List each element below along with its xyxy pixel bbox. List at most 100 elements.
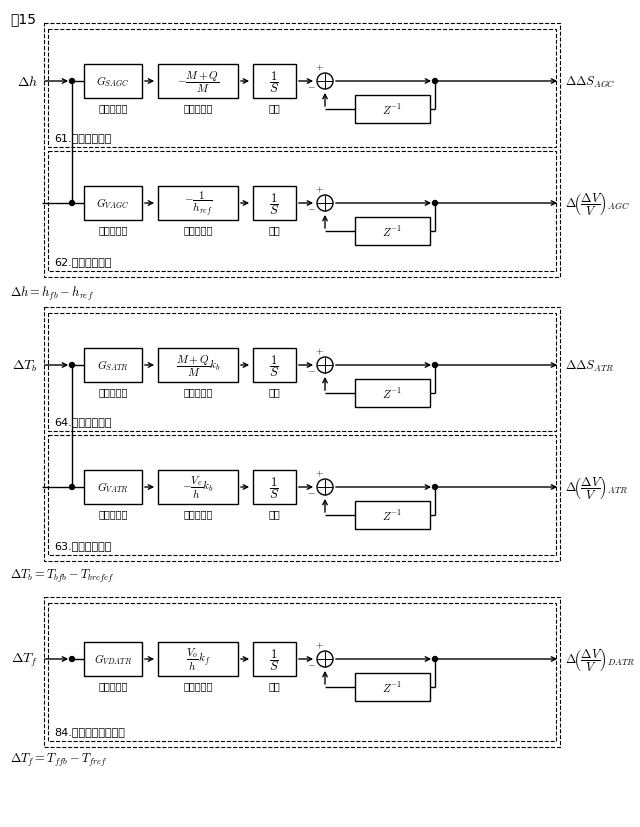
Circle shape: [433, 79, 438, 84]
Text: 61.圧下板厚制御: 61.圧下板厚制御: [54, 133, 111, 143]
Bar: [84, 643, 142, 676]
Bar: [355, 501, 430, 529]
Text: 変換ゲイン: 変換ゲイン: [183, 509, 212, 519]
Bar: [158, 187, 238, 221]
Text: $\Delta\!\left(\dfrac{\Delta V}{V}\right)_{AGC}$: $\Delta\!\left(\dfrac{\Delta V}{V}\right…: [565, 190, 630, 218]
Bar: [84, 187, 142, 221]
Text: 調整ゲイン: 調整ゲイン: [99, 680, 128, 691]
Text: $\Delta T_f$: $\Delta T_f$: [11, 651, 38, 668]
Text: $+$: $+$: [316, 184, 324, 195]
Text: 調整ゲイン: 調整ゲイン: [99, 103, 128, 112]
Text: $-\dfrac{1}{h_{ref}}$: $-\dfrac{1}{h_{ref}}$: [184, 189, 212, 218]
Circle shape: [70, 363, 74, 368]
Bar: [48, 30, 556, 148]
Text: 変換ゲイン: 変換ゲイン: [183, 225, 212, 235]
Text: $\dfrac{1}{S}$: $\dfrac{1}{S}$: [269, 352, 280, 379]
Bar: [158, 348, 238, 383]
Text: $\Delta T_b$: $\Delta T_b$: [12, 358, 38, 373]
Text: $\dfrac{M+Q}{M}k_b$: $\dfrac{M+Q}{M}k_b$: [176, 353, 220, 378]
Bar: [355, 380, 430, 408]
Bar: [355, 96, 430, 124]
Text: 84.速度出側張力制御: 84.速度出側張力制御: [54, 726, 125, 736]
Text: $\Delta\Delta S_{ATR}$: $\Delta\Delta S_{ATR}$: [565, 358, 614, 373]
Bar: [253, 471, 296, 504]
Text: $Z^{-1}$: $Z^{-1}$: [382, 103, 403, 117]
Text: 変換ゲイン: 変換ゲイン: [183, 103, 212, 112]
Text: 変換ゲイン: 変換ゲイン: [183, 386, 212, 396]
Text: $Z^{-1}$: $Z^{-1}$: [382, 508, 403, 523]
Text: $+$: $+$: [316, 640, 324, 650]
Bar: [253, 643, 296, 676]
Bar: [44, 308, 560, 562]
Text: $G_{VAGC}$: $G_{VAGC}$: [97, 196, 129, 211]
Text: 64.圧下張力制御: 64.圧下張力制御: [54, 417, 111, 427]
Bar: [84, 348, 142, 383]
Text: 調整ゲイン: 調整ゲイン: [99, 509, 128, 519]
Circle shape: [433, 485, 438, 490]
Text: $\Delta\!\left(\dfrac{\Delta V}{V}\right)_{DATR}$: $\Delta\!\left(\dfrac{\Delta V}{V}\right…: [565, 646, 635, 672]
Text: 積分: 積分: [269, 509, 280, 519]
Circle shape: [433, 201, 438, 206]
Bar: [158, 643, 238, 676]
Text: $-$: $-$: [307, 657, 316, 667]
Text: $\dfrac{V_o}{h}k_f$: $\dfrac{V_o}{h}k_f$: [186, 646, 210, 672]
Text: $G_{SATR}$: $G_{SATR}$: [97, 358, 129, 373]
Circle shape: [70, 657, 74, 662]
Bar: [355, 218, 430, 246]
Text: $\Delta\!\left(\dfrac{\Delta V}{V}\right)_{ATR}$: $\Delta\!\left(\dfrac{\Delta V}{V}\right…: [565, 474, 628, 501]
Text: $-\dfrac{M+Q}{M}$: $-\dfrac{M+Q}{M}$: [177, 69, 220, 94]
Text: $\dfrac{1}{S}$: $\dfrac{1}{S}$: [269, 69, 280, 95]
Text: 積分: 積分: [269, 386, 280, 396]
Text: 積分: 積分: [269, 103, 280, 112]
Bar: [253, 65, 296, 99]
Text: $\Delta T_f = T_{ffb} - T_{fref}$: $\Delta T_f = T_{ffb} - T_{fref}$: [10, 751, 108, 768]
Text: 積分: 積分: [269, 680, 280, 691]
Bar: [48, 152, 556, 272]
Text: $+$: $+$: [316, 63, 324, 73]
Bar: [44, 597, 560, 747]
Text: $\Delta h = h_{fb} - h_{ref}$: $\Delta h = h_{fb} - h_{ref}$: [10, 284, 94, 303]
Text: $-$: $-$: [307, 364, 316, 374]
Text: 積分: 積分: [269, 225, 280, 235]
Text: 変換ゲイン: 変換ゲイン: [183, 680, 212, 691]
Text: $G_{VDATR}$: $G_{VDATR}$: [94, 652, 132, 667]
Circle shape: [70, 79, 74, 84]
Bar: [84, 65, 142, 99]
Text: $Z^{-1}$: $Z^{-1}$: [382, 680, 403, 695]
Bar: [355, 673, 430, 701]
Text: $\dfrac{1}{S}$: $\dfrac{1}{S}$: [269, 191, 280, 217]
Text: $G_{VATR}$: $G_{VATR}$: [97, 480, 129, 495]
Text: $\Delta T_b = T_{bfb} - T_{brefef}$: $\Delta T_b = T_{bfb} - T_{brefef}$: [10, 567, 115, 585]
Bar: [158, 65, 238, 99]
Text: $\Delta h$: $\Delta h$: [17, 75, 38, 88]
Text: $+$: $+$: [316, 468, 324, 479]
Text: 調整ゲイン: 調整ゲイン: [99, 386, 128, 396]
Text: $+$: $+$: [316, 347, 324, 356]
Text: $-$: $-$: [307, 485, 316, 495]
Text: $\dfrac{1}{S}$: $\dfrac{1}{S}$: [269, 475, 280, 500]
Text: $G_{SAGC}$: $G_{SAGC}$: [97, 74, 130, 89]
Circle shape: [433, 363, 438, 368]
Text: $-$: $-$: [307, 202, 316, 212]
Bar: [253, 187, 296, 221]
Bar: [48, 436, 556, 555]
Bar: [48, 603, 556, 741]
Text: $Z^{-1}$: $Z^{-1}$: [382, 386, 403, 401]
Text: $\dfrac{1}{S}$: $\dfrac{1}{S}$: [269, 646, 280, 672]
Text: 62.速度板厚制御: 62.速度板厚制御: [54, 256, 111, 266]
Text: 調整ゲイン: 調整ゲイン: [99, 225, 128, 235]
Bar: [48, 313, 556, 432]
Text: 図15: 図15: [10, 12, 36, 26]
Circle shape: [70, 201, 74, 206]
Circle shape: [433, 657, 438, 662]
Bar: [84, 471, 142, 504]
Circle shape: [70, 485, 74, 490]
Text: $Z^{-1}$: $Z^{-1}$: [382, 224, 403, 239]
Text: $-$: $-$: [307, 80, 316, 90]
Bar: [253, 348, 296, 383]
Text: $-\dfrac{V_e}{h}k_b$: $-\dfrac{V_e}{h}k_b$: [182, 474, 214, 500]
Text: $\Delta\Delta S_{AGC}$: $\Delta\Delta S_{AGC}$: [565, 74, 616, 89]
Bar: [158, 471, 238, 504]
Text: 63.速度張力制御: 63.速度張力制御: [54, 540, 111, 550]
Bar: [44, 24, 560, 278]
